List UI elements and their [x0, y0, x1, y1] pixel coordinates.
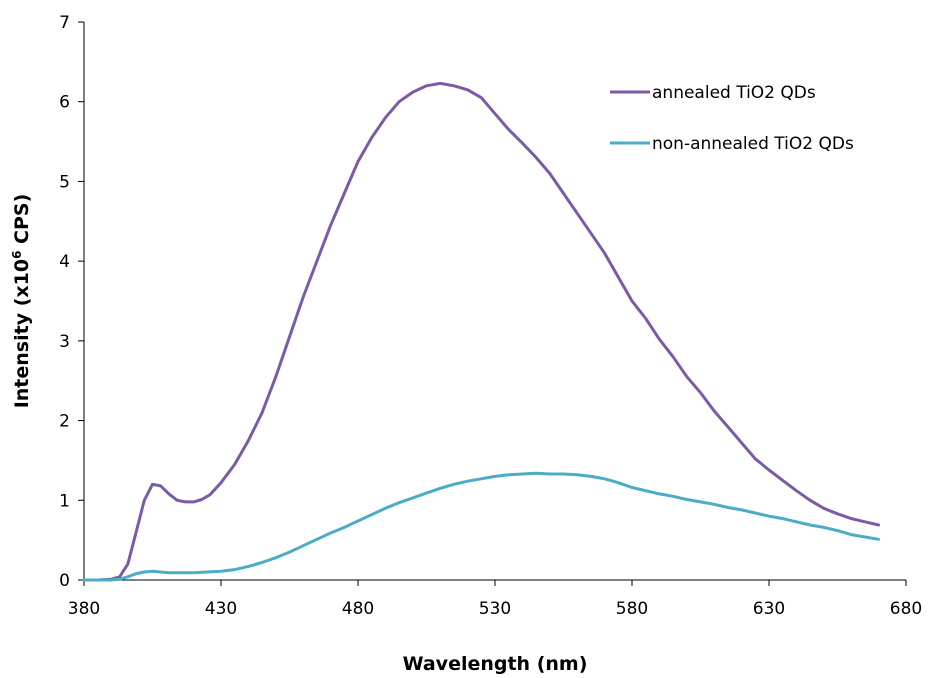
x-tick-label: 380	[68, 599, 100, 619]
x-axis-title: Wavelength (nm)	[403, 653, 588, 675]
y-axis-title-prefix: Intensity (x10	[11, 259, 33, 408]
y-tick-label: 4	[59, 252, 70, 272]
x-tick-label: 430	[205, 599, 237, 619]
y-tick-label: 5	[59, 172, 70, 192]
y-tick-label: 7	[59, 13, 70, 33]
x-ticks: 380 430 480 530 580 630 680	[68, 580, 922, 619]
y-ticks: 0 1 2 3 4 5 6 7	[59, 13, 84, 591]
y-axis-title-suffix: CPS)	[11, 194, 33, 251]
y-tick-label: 3	[59, 332, 70, 352]
y-tick-label: 0	[59, 571, 70, 591]
series-layer	[82, 81, 881, 582]
y-tick-label: 2	[59, 412, 70, 432]
x-tick-label: 680	[890, 599, 922, 619]
series-line-non-annealed	[82, 471, 881, 582]
x-tick-label: 530	[479, 599, 511, 619]
y-axis-title: Intensity (x106 CPS)	[10, 194, 33, 409]
legend: annealed TiO2 QDs non-annealed TiO2 QDs	[610, 83, 854, 154]
y-tick-label: 6	[59, 93, 70, 113]
y-tick-label: 1	[59, 491, 70, 511]
x-tick-label: 480	[342, 599, 374, 619]
x-tick-label: 630	[753, 599, 785, 619]
series-line-annealed	[82, 81, 881, 582]
legend-label-annealed: annealed TiO2 QDs	[652, 83, 816, 103]
legend-label-non-annealed: non-annealed TiO2 QDs	[652, 134, 854, 154]
x-tick-label: 580	[616, 599, 648, 619]
y-axis-title-superscript: 6	[10, 251, 24, 259]
